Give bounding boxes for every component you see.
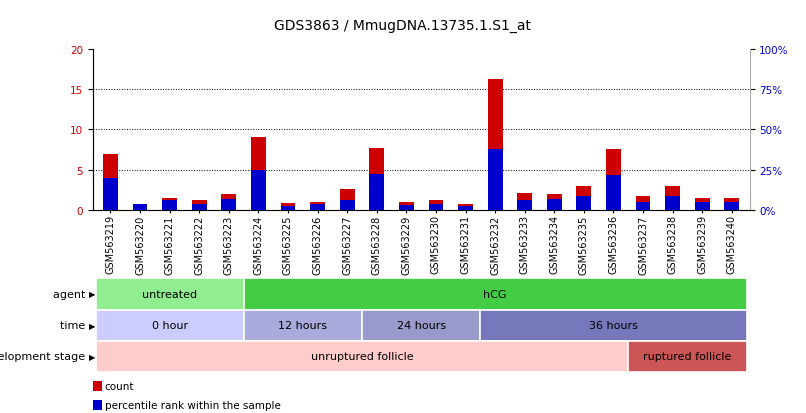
- Bar: [399, 203, 413, 211]
- Bar: [103, 154, 118, 211]
- Bar: [636, 203, 650, 211]
- Bar: [103, 178, 118, 211]
- Bar: [340, 190, 355, 211]
- Text: untreated: untreated: [142, 289, 197, 299]
- Text: GDS3863 / MmugDNA.13735.1.S1_at: GDS3863 / MmugDNA.13735.1.S1_at: [275, 19, 531, 33]
- Bar: [429, 204, 443, 211]
- Text: agent: agent: [52, 289, 89, 299]
- Bar: [458, 204, 473, 211]
- Text: ▶: ▶: [89, 321, 95, 330]
- Bar: [96, 310, 243, 341]
- Text: 12 hours: 12 hours: [278, 320, 327, 330]
- Text: time: time: [60, 320, 89, 330]
- Bar: [280, 206, 295, 211]
- Bar: [192, 204, 206, 211]
- Bar: [222, 195, 236, 211]
- Bar: [665, 187, 680, 211]
- Bar: [429, 200, 443, 211]
- Bar: [310, 204, 325, 211]
- Bar: [96, 279, 243, 310]
- Bar: [517, 194, 532, 211]
- Text: ruptured follicle: ruptured follicle: [643, 351, 732, 361]
- Text: ▶: ▶: [89, 290, 95, 299]
- Bar: [517, 201, 532, 211]
- Bar: [369, 149, 384, 211]
- Bar: [133, 206, 147, 211]
- Bar: [369, 174, 384, 211]
- Text: hCG: hCG: [484, 289, 507, 299]
- Bar: [399, 206, 413, 211]
- Bar: [480, 310, 746, 341]
- Bar: [192, 201, 206, 211]
- Bar: [636, 197, 650, 211]
- Bar: [547, 195, 562, 211]
- Bar: [725, 203, 739, 211]
- Bar: [547, 199, 562, 211]
- Bar: [606, 150, 621, 211]
- Bar: [695, 203, 709, 211]
- Bar: [725, 199, 739, 211]
- Bar: [488, 80, 502, 211]
- Bar: [695, 199, 709, 211]
- Text: count: count: [105, 381, 135, 391]
- Bar: [280, 203, 295, 211]
- Bar: [488, 150, 502, 211]
- Bar: [576, 196, 592, 211]
- Bar: [222, 199, 236, 211]
- Bar: [96, 341, 628, 372]
- Bar: [665, 196, 680, 211]
- Text: percentile rank within the sample: percentile rank within the sample: [105, 400, 280, 410]
- Bar: [458, 206, 473, 211]
- Text: unruptured follicle: unruptured follicle: [310, 351, 413, 361]
- Bar: [310, 203, 325, 211]
- Text: ▶: ▶: [89, 352, 95, 361]
- Text: 36 hours: 36 hours: [589, 320, 638, 330]
- Text: 24 hours: 24 hours: [397, 320, 446, 330]
- Bar: [251, 138, 266, 211]
- Bar: [576, 187, 592, 211]
- Bar: [362, 310, 480, 341]
- Bar: [162, 201, 177, 211]
- Text: 0 hour: 0 hour: [152, 320, 188, 330]
- Bar: [243, 279, 746, 310]
- Bar: [628, 341, 746, 372]
- Text: development stage: development stage: [0, 351, 89, 361]
- Bar: [340, 200, 355, 211]
- Bar: [243, 310, 362, 341]
- Bar: [251, 171, 266, 211]
- Bar: [606, 176, 621, 211]
- Bar: [162, 199, 177, 211]
- Bar: [133, 205, 147, 211]
